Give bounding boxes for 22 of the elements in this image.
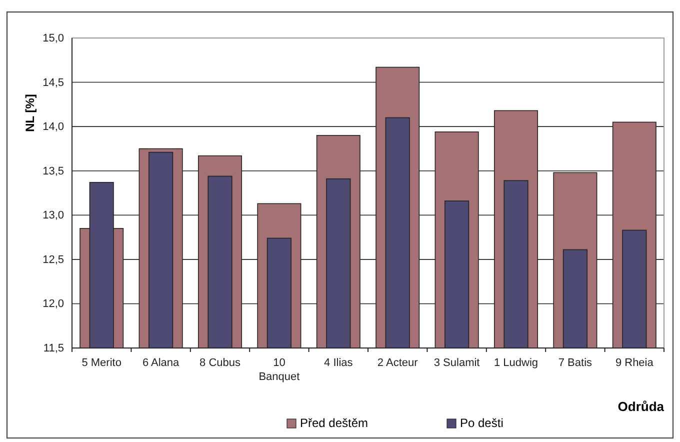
x-tick-label: 2 Acteur (377, 356, 418, 369)
x-tick-label: 9 Rheia (615, 356, 654, 369)
y-tick-label: 14,5 (42, 76, 64, 89)
x-tick-label: 10 Banquet (258, 356, 300, 384)
x-tick-label: 1 Ludwig (494, 356, 538, 369)
y-tick-label: 13,5 (42, 165, 64, 178)
x-tick-label: 3 Sulamit (434, 356, 480, 369)
y-tick-label: 12,5 (42, 254, 64, 266)
x-tick-label: 6 Alana (142, 356, 180, 369)
x-tick-label: 8 Cubus (200, 356, 241, 369)
legend-label: Po dešti (460, 416, 504, 430)
y-tick-label: 11,5 (43, 342, 64, 355)
legend-label: Před deštěm (300, 416, 368, 430)
x-axis-title: Odrůda (618, 399, 665, 414)
y-tick-label: 14,0 (42, 121, 64, 134)
x-tick-label: 4 Ilias (324, 356, 354, 369)
x-tick-label: 7 Batis (558, 356, 593, 369)
x-tick-label: 5 Merito (82, 356, 122, 369)
y-tick-label: 12,0 (42, 298, 64, 310)
y-tick-label: 13,0 (42, 210, 64, 222)
y-axis-title: NL [%] (23, 94, 37, 132)
y-tick-label: 15,0 (42, 32, 64, 45)
